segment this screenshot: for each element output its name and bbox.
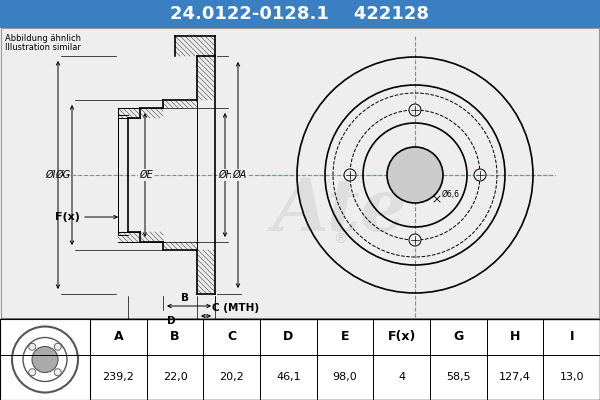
Circle shape — [409, 234, 421, 246]
Text: C (MTH): C (MTH) — [212, 303, 259, 313]
Text: D: D — [167, 316, 176, 326]
Text: B: B — [181, 293, 189, 303]
Text: ØH: ØH — [218, 170, 233, 180]
Circle shape — [474, 169, 486, 181]
Text: I: I — [569, 330, 574, 343]
Text: ØA: ØA — [232, 170, 246, 180]
Text: C: C — [227, 330, 236, 343]
Circle shape — [54, 343, 61, 350]
Text: 22,0: 22,0 — [163, 372, 187, 382]
Bar — [0, 28, 600, 318]
Bar — [1, 28, 599, 318]
Text: Ø6,6: Ø6,6 — [442, 190, 460, 198]
Text: ØG: ØG — [55, 170, 70, 180]
Text: ØE: ØE — [139, 170, 153, 180]
Bar — [128, 118, 140, 232]
Circle shape — [409, 104, 421, 116]
Circle shape — [32, 346, 58, 372]
Text: E: E — [341, 330, 349, 343]
Text: 4: 4 — [398, 372, 405, 382]
Text: Illustration similar: Illustration similar — [5, 43, 81, 52]
Text: F(x): F(x) — [55, 212, 80, 222]
Text: ®: ® — [333, 233, 347, 247]
Text: Ate: Ate — [273, 174, 407, 246]
Text: 24.0122-0128.1    422128: 24.0122-0128.1 422128 — [170, 5, 430, 23]
Bar — [0, 0, 600, 28]
Text: D: D — [283, 330, 293, 343]
Bar — [0, 319, 600, 400]
Circle shape — [29, 369, 36, 376]
Text: F(x): F(x) — [388, 330, 416, 343]
Circle shape — [387, 147, 443, 203]
Text: A: A — [113, 330, 123, 343]
Circle shape — [54, 369, 61, 376]
Bar — [0, 319, 90, 400]
Text: 98,0: 98,0 — [332, 372, 358, 382]
Text: 46,1: 46,1 — [276, 372, 301, 382]
Text: 239,2: 239,2 — [103, 372, 134, 382]
Text: 13,0: 13,0 — [559, 372, 584, 382]
Circle shape — [29, 343, 36, 350]
Text: 58,5: 58,5 — [446, 372, 470, 382]
Bar — [197, 100, 215, 250]
Text: G: G — [453, 330, 463, 343]
Text: ØI: ØI — [46, 170, 56, 180]
Text: 20,2: 20,2 — [219, 372, 244, 382]
Text: B: B — [170, 330, 180, 343]
Text: H: H — [510, 330, 520, 343]
Circle shape — [344, 169, 356, 181]
Text: 127,4: 127,4 — [499, 372, 531, 382]
Text: Abbildung ähnlich: Abbildung ähnlich — [5, 34, 81, 43]
